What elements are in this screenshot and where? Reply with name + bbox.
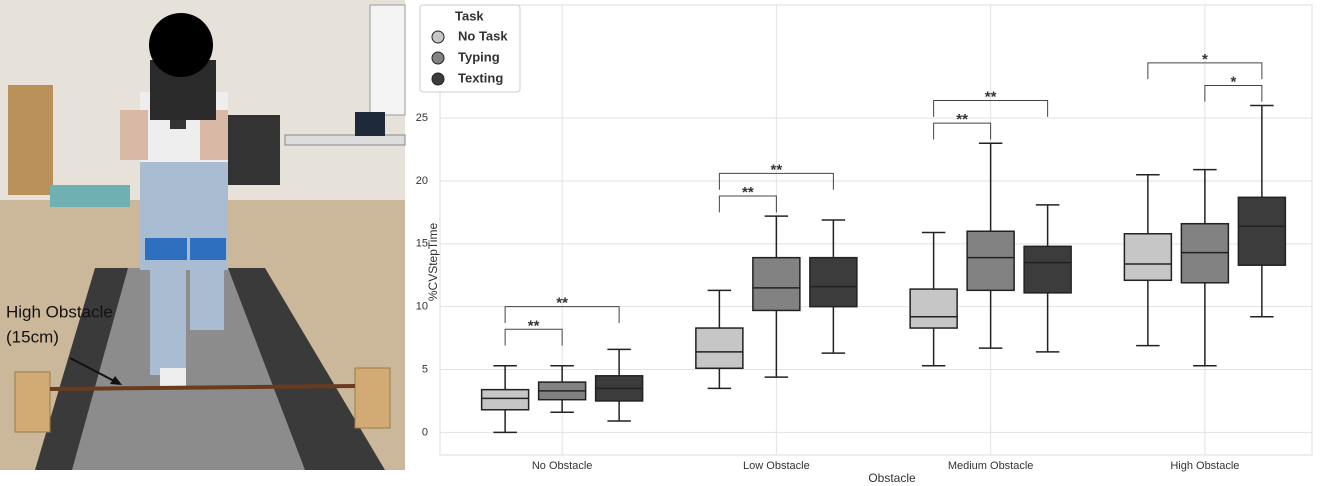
box: [966, 230, 1015, 292]
legend-label: Texting: [458, 70, 503, 85]
significance-bracket: [504, 306, 620, 324]
y-tick-label: 20: [416, 175, 428, 187]
significance-bracket: [504, 328, 563, 346]
photo-annotation: High Obstacle: [6, 302, 113, 321]
box: [695, 327, 744, 370]
significance-label: **: [742, 184, 754, 201]
legend-box: [419, 4, 521, 93]
legend-marker: [431, 30, 445, 44]
box: [909, 288, 958, 329]
box: [809, 256, 858, 308]
box: [1123, 233, 1173, 282]
significance-label: *: [1230, 73, 1236, 90]
y-tick-label: 10: [416, 301, 428, 313]
significance-label: **: [771, 161, 783, 178]
arrow-head: [110, 376, 122, 385]
x-tick-label: No Obstacle: [532, 460, 593, 472]
cabinet: [8, 85, 53, 195]
arrow: [69, 357, 119, 384]
x-tick-label: High Obstacle: [1170, 460, 1239, 472]
shoe: [160, 368, 186, 388]
y-tick-label: 15: [416, 238, 428, 250]
desk: [284, 134, 406, 146]
box: [752, 256, 801, 312]
legend-label: No Task: [458, 28, 508, 43]
y-tick-label: 5: [422, 363, 428, 375]
photo-annotation: (15cm): [6, 327, 59, 346]
legend-title: Task: [455, 8, 484, 23]
block: [354, 367, 391, 429]
plot-area: [439, 4, 1313, 456]
box: [480, 388, 530, 411]
chair: [225, 115, 280, 185]
sensor-strap: [190, 238, 226, 260]
y-axis-label: %CVStepTime: [426, 223, 440, 302]
significance-label: **: [528, 317, 540, 334]
y-tick-label: 0: [422, 426, 428, 438]
legend-label: Typing: [458, 49, 500, 64]
legend-marker: [431, 72, 445, 86]
obstacle-bar: [49, 384, 356, 391]
significance-label: **: [985, 88, 997, 105]
significance-label: **: [556, 295, 568, 312]
significance-bracket: [1204, 84, 1263, 102]
whiteboard: [369, 4, 406, 116]
x-axis-label: Obstacle: [868, 471, 916, 485]
significance-bracket: [718, 195, 777, 213]
significance-bracket: [933, 100, 1049, 117]
significance-label: **: [956, 111, 968, 128]
block: [14, 371, 51, 433]
x-tick-label: Low Obstacle: [743, 460, 810, 472]
box: [1237, 196, 1287, 266]
significance-bracket: [933, 122, 992, 140]
walkway-center: [72, 268, 305, 470]
x-tick-label: Medium Obstacle: [948, 460, 1034, 472]
arm: [120, 110, 148, 160]
laptop: [355, 112, 385, 136]
sensor-strap: [145, 238, 187, 260]
leg-right: [190, 260, 224, 330]
significance-bracket: [718, 172, 834, 190]
significance-bracket: [1147, 62, 1263, 80]
y-tick-label: 25: [416, 112, 428, 124]
legend-marker: [431, 51, 445, 65]
leg-left: [150, 260, 186, 375]
mat-roll: [50, 185, 130, 207]
box: [1023, 245, 1072, 294]
photo: High Obstacle (15cm): [0, 0, 406, 470]
significance-label: *: [1202, 51, 1208, 68]
face-mask: [149, 13, 213, 77]
